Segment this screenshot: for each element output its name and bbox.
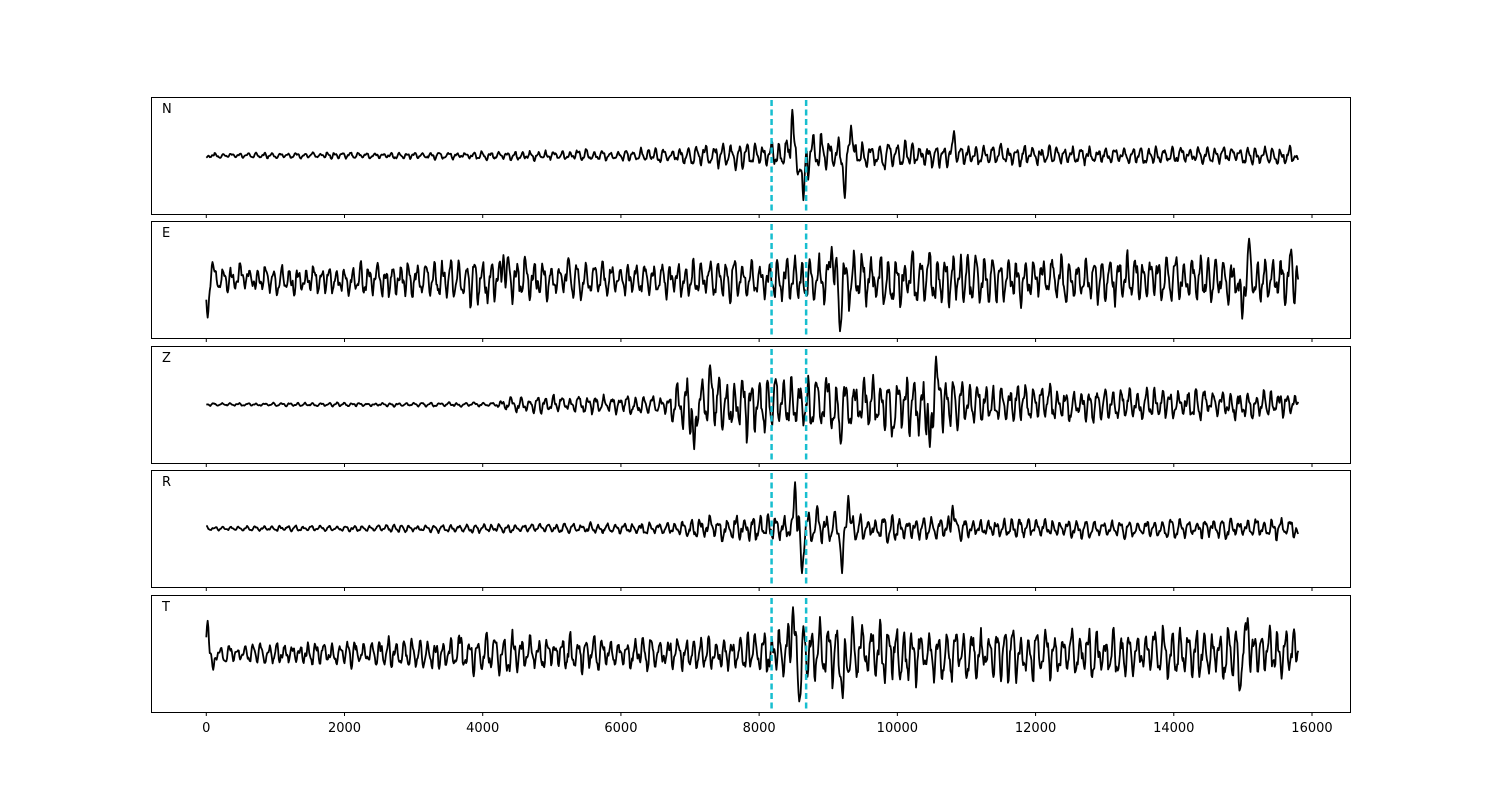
panel-label: Z (162, 351, 171, 366)
x-tick-label: 14000 (1153, 721, 1194, 736)
panel-r: R (151, 470, 1351, 591)
panel-label: R (162, 475, 171, 490)
waveform-e (205, 237, 1300, 333)
panel-t: T (151, 595, 1351, 716)
panel-label: T (161, 600, 170, 615)
panel-frame (151, 346, 1351, 464)
waveform-r (205, 481, 1299, 575)
x-tick-label: 0 (202, 721, 210, 736)
x-axis: 0 2000 4000 6000 8000 10000 12000 14000 16000 (202, 721, 1333, 736)
x-tick-label: 2000 (328, 721, 361, 736)
panel-frame (151, 221, 1351, 339)
x-tick-label: 12000 (1015, 721, 1056, 736)
panel-n: N (151, 97, 1351, 218)
panel-label: E (162, 226, 170, 241)
panels-layer: N E Z R T (151, 97, 1351, 716)
x-tick-label: 8000 (743, 721, 776, 736)
panel-e: E (151, 221, 1351, 342)
waveform-t (205, 606, 1300, 703)
panel-frame (151, 470, 1351, 588)
panel-frame (151, 595, 1351, 713)
x-tick-label: 10000 (877, 721, 918, 736)
panel-z: Z (151, 346, 1351, 467)
x-tick-label: 16000 (1291, 721, 1332, 736)
waveform-n (205, 108, 1300, 202)
waveform-z (206, 355, 1300, 451)
panel-label: N (162, 102, 172, 117)
panel-frame (151, 97, 1351, 215)
x-tick-label: 4000 (466, 721, 499, 736)
x-tick-label: 6000 (604, 721, 637, 736)
